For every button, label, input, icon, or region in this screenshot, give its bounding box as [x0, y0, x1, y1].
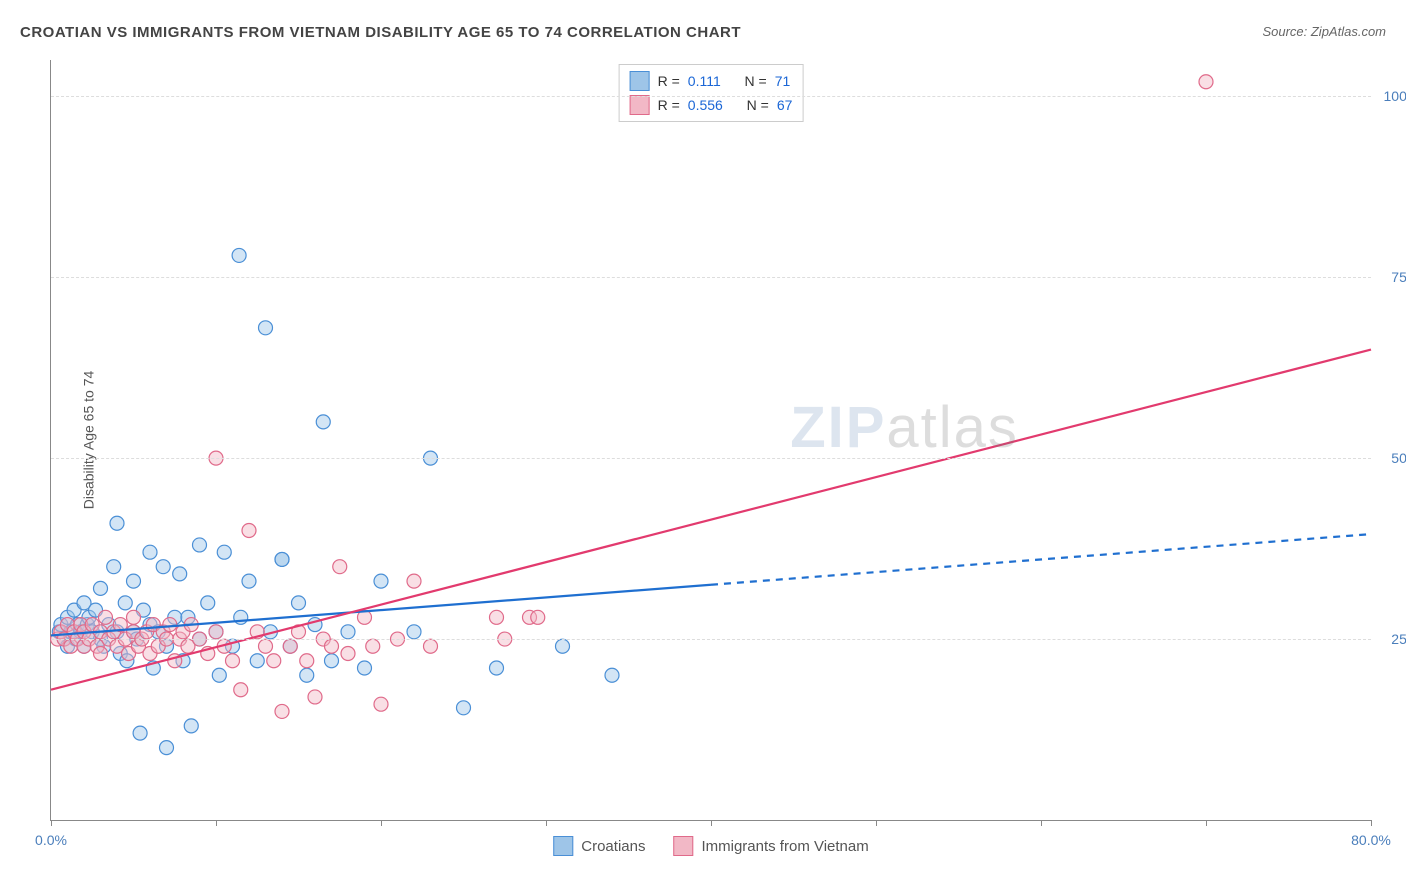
data-point-croatians [457, 701, 471, 715]
data-point-vietnam [490, 610, 504, 624]
gridline [51, 96, 1371, 97]
data-point-croatians [358, 661, 372, 675]
gridline [51, 458, 1371, 459]
data-point-vietnam [283, 639, 297, 653]
x-tick [1041, 820, 1042, 826]
data-point-vietnam [531, 610, 545, 624]
data-point-croatians [184, 719, 198, 733]
stat-value-n: 71 [775, 73, 791, 89]
y-tick-label: 25.0% [1391, 631, 1406, 647]
data-point-vietnam [325, 639, 339, 653]
stat-value-r: 0.111 [688, 73, 721, 89]
x-tick [876, 820, 877, 826]
data-point-croatians [107, 560, 121, 574]
data-point-croatians [316, 415, 330, 429]
legend-label: Immigrants from Vietnam [701, 838, 868, 855]
legend-series-box: Croatians Immigrants from Vietnam [553, 836, 868, 856]
data-point-vietnam [366, 639, 380, 653]
data-point-vietnam [94, 647, 108, 661]
data-point-croatians [94, 581, 108, 595]
data-point-vietnam [267, 654, 281, 668]
data-point-vietnam [226, 654, 240, 668]
data-point-vietnam [234, 683, 248, 697]
data-point-croatians [217, 545, 231, 559]
legend-item: Croatians [553, 836, 645, 856]
stat-label-r: R = [658, 97, 680, 113]
legend-swatch [673, 836, 693, 856]
x-tick [711, 820, 712, 826]
data-point-vietnam [163, 618, 177, 632]
data-point-croatians [193, 538, 207, 552]
data-point-croatians [232, 248, 246, 262]
data-point-croatians [133, 726, 147, 740]
legend-stats-box: R = 0.111 N = 71R = 0.556 N = 67 [619, 64, 804, 122]
data-point-vietnam [341, 647, 355, 661]
data-point-croatians [407, 625, 421, 639]
regression-line-dashed-croatians [711, 534, 1371, 585]
data-point-croatians [325, 654, 339, 668]
legend-stat-row-croatians: R = 0.111 N = 71 [630, 69, 793, 93]
stat-label-n: N = [745, 73, 767, 89]
data-point-vietnam [374, 697, 388, 711]
x-tick [1371, 820, 1372, 826]
data-point-croatians [490, 661, 504, 675]
x-tick [381, 820, 382, 826]
data-point-vietnam [1199, 75, 1213, 89]
data-point-croatians [292, 596, 306, 610]
scatter-plot-svg [51, 60, 1371, 820]
data-point-croatians [374, 574, 388, 588]
data-point-croatians [173, 567, 187, 581]
y-tick-label: 50.0% [1391, 450, 1406, 466]
x-tick-label: 0.0% [35, 832, 67, 848]
data-point-croatians [341, 625, 355, 639]
stat-label-r: R = [658, 73, 680, 89]
data-point-croatians [259, 321, 273, 335]
x-tick [1206, 820, 1207, 826]
data-point-vietnam [300, 654, 314, 668]
stat-value-n: 67 [777, 97, 793, 113]
data-point-croatians [110, 516, 124, 530]
data-point-croatians [127, 574, 141, 588]
data-point-vietnam [407, 574, 421, 588]
data-point-vietnam [424, 639, 438, 653]
data-point-vietnam [209, 625, 223, 639]
gridline [51, 639, 1371, 640]
data-point-croatians [160, 741, 174, 755]
y-tick-label: 75.0% [1391, 269, 1406, 285]
chart-title: CROATIAN VS IMMIGRANTS FROM VIETNAM DISA… [20, 24, 741, 41]
data-point-croatians [143, 545, 157, 559]
data-point-vietnam [242, 523, 256, 537]
data-point-croatians [556, 639, 570, 653]
data-point-croatians [275, 552, 289, 566]
source-attribution: Source: ZipAtlas.com [1262, 24, 1386, 39]
data-point-croatians [242, 574, 256, 588]
x-tick [546, 820, 547, 826]
data-point-croatians [250, 654, 264, 668]
data-point-croatians [605, 668, 619, 682]
data-point-vietnam [275, 704, 289, 718]
stat-label-n: N = [747, 97, 769, 113]
legend-item: Immigrants from Vietnam [673, 836, 868, 856]
gridline [51, 277, 1371, 278]
data-point-vietnam [333, 560, 347, 574]
x-tick-label: 80.0% [1351, 832, 1391, 848]
data-point-croatians [118, 596, 132, 610]
legend-swatch [630, 95, 650, 115]
data-point-vietnam [127, 610, 141, 624]
data-point-croatians [300, 668, 314, 682]
legend-label: Croatians [581, 838, 645, 855]
chart-plot-area: Disability Age 65 to 74 ZIPatlas R = 0.1… [50, 60, 1371, 821]
y-tick-label: 100.0% [1384, 88, 1406, 104]
data-point-vietnam [308, 690, 322, 704]
legend-swatch [553, 836, 573, 856]
data-point-croatians [212, 668, 226, 682]
data-point-croatians [201, 596, 215, 610]
data-point-vietnam [98, 610, 112, 624]
x-tick [51, 820, 52, 826]
data-point-croatians [156, 560, 170, 574]
data-point-vietnam [259, 639, 273, 653]
x-tick [216, 820, 217, 826]
stat-value-r: 0.556 [688, 97, 723, 113]
legend-swatch [630, 71, 650, 91]
